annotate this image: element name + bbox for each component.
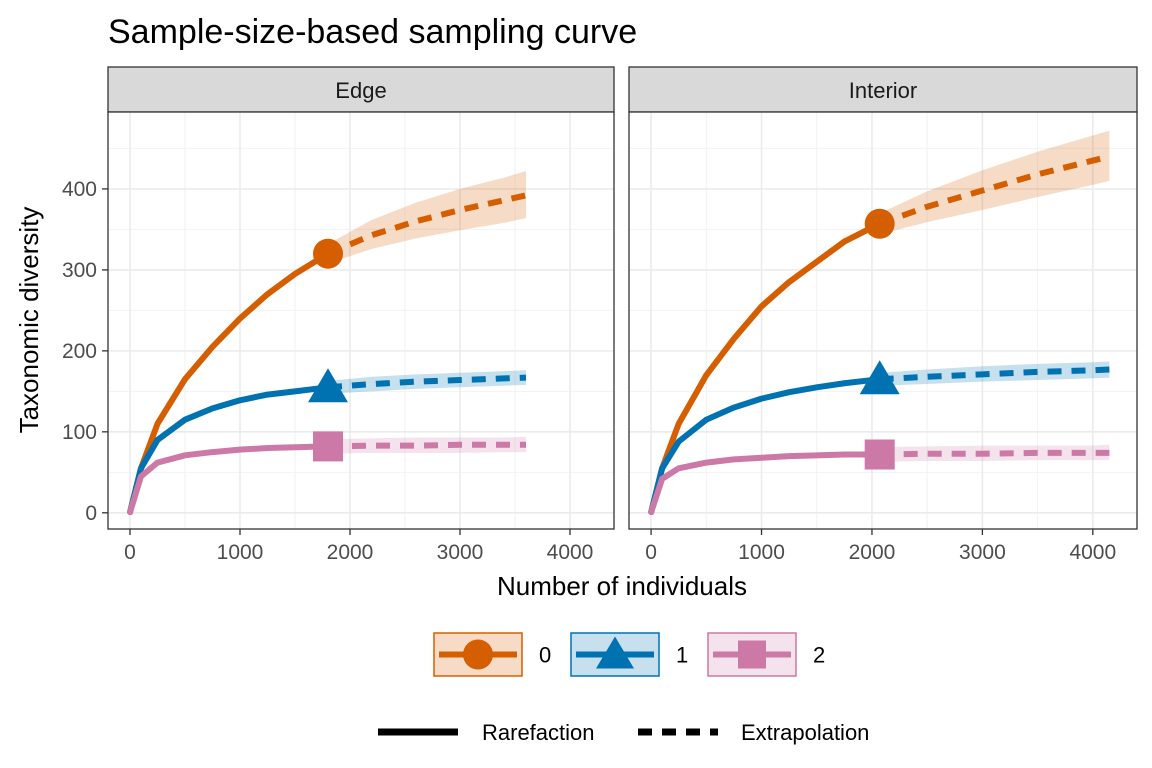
observed-point-order-2 (313, 431, 343, 462)
y-axis-title: Taxonomic diversity (14, 207, 44, 434)
rarefaction-line-order-2 (648, 451, 883, 515)
legend-label: 2 (813, 643, 825, 668)
legend-label: 0 (539, 643, 551, 668)
legend-label: Extrapolation (741, 720, 869, 745)
y-tick-label: 100 (62, 421, 97, 444)
observed-point-order-2 (864, 439, 895, 470)
legend-label: Rarefaction (482, 720, 595, 745)
observed-point-order-1 (859, 360, 900, 395)
panel-border (107, 111, 615, 530)
y-tick-label: 200 (62, 340, 97, 363)
legend-order: 0 1 2 (433, 632, 825, 677)
rarefaction-line-order-2 (127, 443, 331, 515)
x-tick-label: 1000 (738, 541, 785, 564)
rarefaction-line-order-0 (648, 220, 883, 515)
panels: Edge 0 1000 2000 3000 4000 0 100 200 300 400 Interi… (62, 66, 1138, 564)
x-tick-label: 0 (124, 541, 136, 564)
extrapolation-line-order-2 (327, 441, 526, 450)
extrapolation-line-order-1 (327, 374, 527, 391)
legend-key-triangle-icon (596, 636, 634, 669)
extrapolation-line-order-2 (879, 449, 1110, 458)
observed-point-order-0 (313, 238, 343, 269)
facet-strip (628, 66, 1138, 113)
x-tick-label: 4000 (1069, 541, 1116, 564)
x-tick-label: 4000 (547, 541, 594, 564)
legend-item-order-2: 2 (707, 632, 825, 677)
y-tick-label: 300 (62, 259, 97, 282)
facet-label: Edge (335, 78, 386, 103)
legend-item-order-1: 1 (570, 632, 688, 677)
facet-label: Interior (849, 78, 917, 103)
x-tick-label: 1000 (217, 541, 264, 564)
legend-item-extrapolation: Extrapolation (638, 720, 869, 745)
x-axis-title: Number of individuals (497, 571, 747, 601)
rarefaction-line-order-1 (648, 376, 883, 515)
x-tick-label: 3000 (959, 541, 1006, 564)
extrapolation-line-order-1 (879, 366, 1110, 383)
ci-band-order-0 (879, 130, 1110, 235)
x-tick-label: 2000 (327, 541, 374, 564)
rarefaction-line-order-1 (127, 384, 331, 515)
observed-point-order-0 (864, 208, 895, 239)
extrapolation-line-order-0 (878, 153, 1111, 227)
x-tick-label: 3000 (437, 541, 484, 564)
legend-item-rarefaction: Rarefaction (378, 720, 595, 745)
plot-background (108, 112, 614, 529)
legend-item-order-0: 0 (433, 632, 551, 677)
legend-label: 1 (676, 643, 688, 668)
y-tick-label: 400 (62, 178, 97, 201)
ci-band-order-2 (879, 444, 1110, 462)
panel-border (628, 111, 1138, 530)
panel-interior: Interior 0 1000 2000 3000 4000 (628, 66, 1138, 564)
chart-title: Sample-size-based sampling curve (108, 13, 637, 51)
panel-edge: Edge 0 1000 2000 3000 4000 0 100 200 300 400 (62, 66, 615, 564)
legend-key-square-icon (738, 640, 766, 669)
x-tick-label: 0 (645, 541, 657, 564)
facet-strip (107, 66, 615, 113)
ci-band-order-1 (879, 361, 1110, 386)
y-tick-label: 0 (85, 502, 97, 525)
legend-key-circle-icon (463, 639, 493, 670)
legend-method: Rarefaction Extrapolation (378, 720, 869, 745)
observed-point-order-1 (308, 368, 348, 403)
x-tick-label: 2000 (849, 541, 896, 564)
